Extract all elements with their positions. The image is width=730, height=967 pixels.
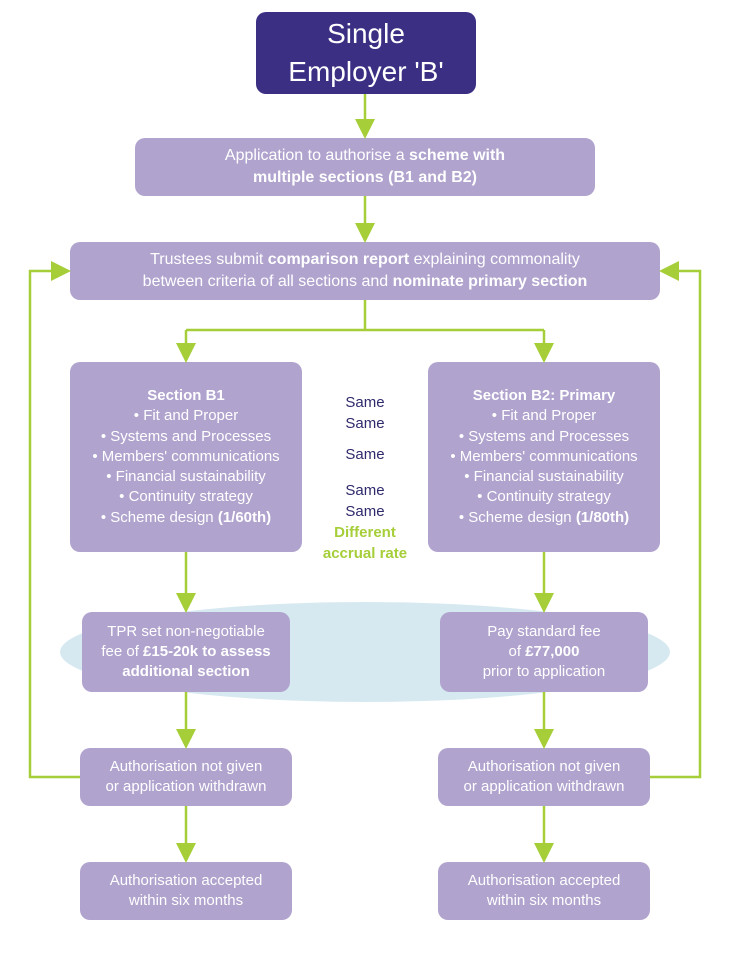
accepted-right-box: Authorisation accepted within six months (438, 862, 650, 920)
b2-item1: Systems and Processes (468, 428, 629, 445)
app-prefix: Application to authorise a (225, 147, 409, 164)
b2-item0: Fit and Proper (501, 407, 596, 424)
header-box: Single Employer 'B' (256, 12, 476, 94)
header-line2: Employer 'B' (288, 56, 443, 87)
ngl-l2: or application withdrawn (106, 777, 267, 797)
b1-item2: Members' communications (102, 448, 280, 465)
middle-same-5: Same (320, 501, 410, 522)
diff-l1: Different (334, 524, 396, 541)
b2-last-bold: (1/80th) (576, 509, 629, 526)
middle-same-1: Same (320, 392, 410, 413)
section-b2-box: Section B2: Primary • Fit and Proper • S… (428, 362, 660, 552)
report-box: Trustees submit comparison report explai… (70, 242, 660, 300)
fee2-b1: £77,000 (525, 643, 579, 660)
accepted-left-box: Authorisation accepted within six months (80, 862, 292, 920)
middle-same-3: Same (320, 444, 410, 465)
fee1-t2a: fee of (101, 643, 143, 660)
diff-l2: accrual rate (323, 545, 407, 562)
ngl-l1: Authorisation not given (110, 757, 263, 777)
acr-l1: Authorisation accepted (468, 871, 621, 891)
middle-same-2: Same (320, 413, 410, 434)
b1-item3: Financial sustainability (116, 468, 266, 485)
report-b2: nominate primary section (393, 273, 588, 290)
b1-item0: Fit and Proper (143, 407, 238, 424)
ngr-l2: or application withdrawn (464, 777, 625, 797)
fee1-t1: TPR set non-negotiable (107, 622, 265, 642)
application-box: Application to authorise a scheme with m… (135, 138, 595, 196)
middle-same-4: Same (320, 480, 410, 501)
fee1-b1: £15-20k to assess (143, 643, 271, 660)
report-t2: explaining commonality (409, 251, 580, 268)
fee1-b2: additional section (122, 663, 250, 680)
fee2-t3: prior to application (483, 662, 606, 682)
fee-b1-box: TPR set non-negotiable fee of £15-20k to… (82, 612, 290, 692)
fee2-t1: Pay standard fee (487, 622, 600, 642)
app-bold2: multiple sections (B1 and B2) (253, 169, 477, 186)
report-t3: between criteria of all sections and (143, 273, 393, 290)
b2-item4: Continuity strategy (487, 488, 611, 505)
section-b1-box: Section B1 • Fit and Proper • Systems an… (70, 362, 302, 552)
ngr-l1: Authorisation not given (468, 757, 621, 777)
report-b1: comparison report (268, 251, 409, 268)
b1-item4: Continuity strategy (129, 488, 253, 505)
report-t1: Trustees submit (150, 251, 268, 268)
header-line1: Single (327, 18, 405, 49)
acr-l2: within six months (487, 891, 601, 911)
middle-different: Different accrual rate (312, 522, 418, 564)
app-bold1: scheme with (409, 147, 505, 164)
b2-last-prefix: Scheme design (468, 509, 576, 526)
fee-b2-box: Pay standard fee of £77,000 prior to app… (440, 612, 648, 692)
acl-l2: within six months (129, 891, 243, 911)
b1-last-bold: (1/60th) (218, 509, 271, 526)
b2-item3: Financial sustainability (474, 468, 624, 485)
b1-last-prefix: Scheme design (110, 509, 218, 526)
b1-item1: Systems and Processes (110, 428, 271, 445)
b1-title: Section B1 (147, 387, 225, 404)
not-given-right-box: Authorisation not given or application w… (438, 748, 650, 806)
acl-l1: Authorisation accepted (110, 871, 263, 891)
b2-title: Section B2: Primary (473, 387, 616, 404)
fee2-t2a: of (509, 643, 526, 660)
not-given-left-box: Authorisation not given or application w… (80, 748, 292, 806)
b2-item2: Members' communications (460, 448, 638, 465)
